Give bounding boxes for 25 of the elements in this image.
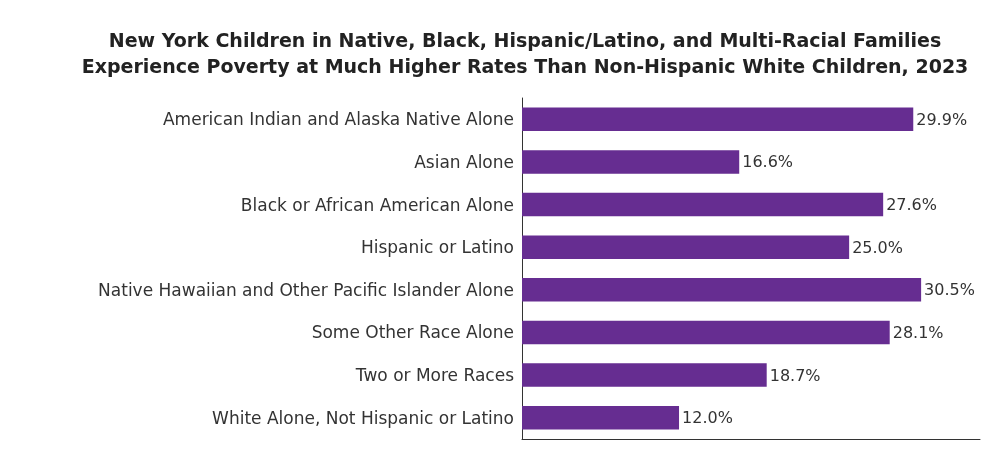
data-label: 30.5%	[924, 280, 975, 300]
data-label: 28.1%	[892, 322, 944, 342]
bar	[522, 405, 680, 430]
data-label: 27.6%	[886, 195, 937, 215]
y-tick-label: Black or African American Alone	[240, 194, 514, 215]
data-label: 18.7%	[769, 365, 821, 385]
data-label: 16.6%	[742, 152, 794, 172]
data-label: 12.0%	[682, 408, 733, 428]
bar	[522, 278, 922, 302]
bar	[522, 235, 850, 259]
y-tick-label: Some Other Race Alone	[311, 322, 514, 343]
bar	[522, 320, 890, 345]
bar	[522, 107, 914, 132]
chart-title: New York Children in Native, Black, Hispanic/Latino, and Multi-Racial Families Experience Poverty at Much Higher Rates Than Non-Hispanic White Children, 2023	[81, 29, 969, 77]
bar	[522, 150, 740, 174]
y-tick-label: Asian Alone	[414, 151, 514, 172]
y-tick-label: American Indian and Alaska Native Alone	[162, 109, 514, 130]
y-tick-label: Hispanic or Latino	[360, 237, 514, 258]
y-tick-label: Native Hawaiian and Other Pacific Islander Alone	[98, 279, 514, 300]
y-tick-label: Two or More Races	[354, 365, 515, 386]
bar	[522, 363, 767, 387]
data-label: 25.0%	[852, 237, 903, 257]
y-tick-label: White Alone, Not Hispanic or Latino	[212, 407, 514, 428]
bar	[522, 192, 884, 217]
data-label: 29.9%	[916, 109, 968, 129]
